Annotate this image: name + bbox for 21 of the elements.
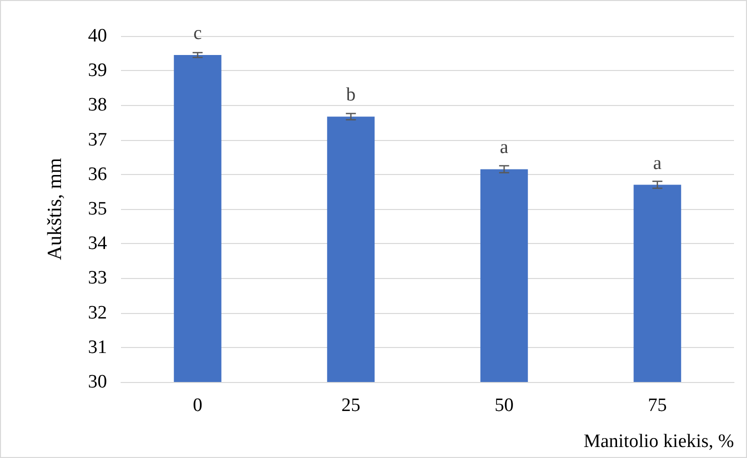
x-tick-label: 25: [341, 395, 360, 416]
x-tick-label: 75: [648, 395, 667, 416]
y-tick-label: 37: [88, 129, 107, 150]
x-tick-label: 0: [192, 395, 202, 416]
annotation: a: [500, 137, 509, 158]
y-tick-label: 33: [88, 268, 107, 289]
y-tick-label: 31: [88, 336, 107, 358]
annotation: b: [346, 84, 356, 106]
y-tick-label: 30: [88, 372, 107, 392]
x-tick-label: 50: [494, 395, 514, 416]
y-tick-label: 32: [88, 302, 107, 324]
annotation: c: [193, 23, 202, 44]
x-axis-title: Manitolio kiekis, %: [584, 431, 734, 452]
y-tick-label: 38: [88, 94, 107, 116]
annotation: a: [653, 152, 662, 174]
y-tick-label: 35: [88, 198, 107, 220]
y-tick-label: 39: [88, 60, 107, 82]
y-tick-label: 40: [88, 26, 107, 46]
y-tick-label: 34: [88, 233, 108, 254]
y-axis-title: Aukštis, mm: [44, 157, 66, 260]
y-tick-label: 36: [88, 164, 107, 185]
